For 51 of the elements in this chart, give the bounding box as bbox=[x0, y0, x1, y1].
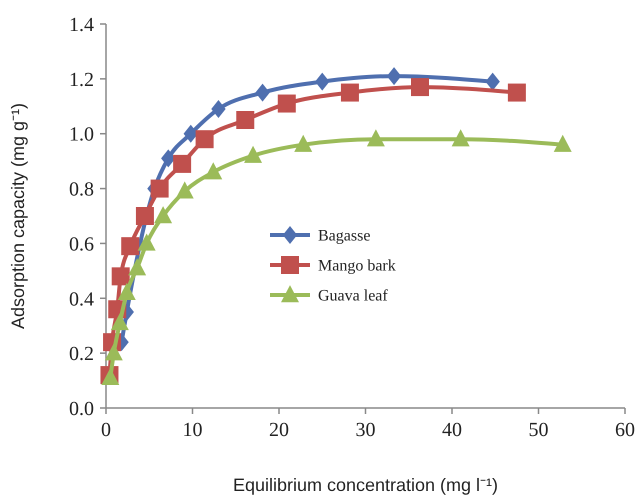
x-tick-label: 10 bbox=[182, 419, 202, 441]
y-axis-title: Adsorption capacity (mg g⁻¹) bbox=[8, 102, 28, 330]
y-tick-label: 0.2 bbox=[69, 343, 94, 366]
point bbox=[452, 129, 470, 146]
point bbox=[118, 282, 136, 300]
point bbox=[173, 154, 192, 173]
x-tick-label: 20 bbox=[269, 419, 289, 441]
y-tick-label: 0.6 bbox=[69, 233, 94, 256]
point bbox=[121, 237, 140, 256]
point bbox=[136, 207, 154, 225]
x-tick-label: 60 bbox=[615, 419, 635, 441]
point bbox=[184, 124, 198, 143]
point bbox=[138, 234, 156, 251]
x-tick-label: 0 bbox=[101, 419, 111, 441]
x-tick-label: 50 bbox=[528, 419, 548, 441]
y-tick-label: 0.4 bbox=[69, 288, 94, 310]
point bbox=[244, 146, 262, 163]
point bbox=[104, 343, 123, 360]
y-tick-label: 1.4 bbox=[69, 14, 94, 36]
point bbox=[554, 134, 572, 152]
point bbox=[154, 206, 172, 224]
point bbox=[204, 162, 222, 180]
point bbox=[176, 181, 194, 199]
legend-label: Bagasse bbox=[318, 228, 370, 245]
point bbox=[112, 267, 130, 286]
point bbox=[508, 84, 526, 102]
x-tick-label: 40 bbox=[442, 419, 462, 441]
x-tick-label: 30 bbox=[356, 419, 376, 441]
point bbox=[278, 94, 296, 113]
point bbox=[150, 180, 169, 198]
point bbox=[410, 78, 429, 96]
y-tick-label: 0.8 bbox=[69, 178, 94, 201]
point bbox=[366, 129, 385, 146]
y-tick-label: 1.0 bbox=[69, 124, 94, 146]
point bbox=[211, 100, 226, 118]
point bbox=[386, 67, 402, 86]
legend-label: Mango bark bbox=[318, 258, 396, 275]
y-tick-label: 1.2 bbox=[69, 68, 94, 91]
legend-label: Guava leaf bbox=[318, 288, 388, 305]
point bbox=[128, 258, 146, 276]
x-axis-title: Equilibrium concentration (mg l⁻¹) bbox=[232, 475, 498, 495]
point bbox=[236, 111, 254, 129]
point bbox=[340, 84, 359, 102]
point bbox=[315, 72, 330, 91]
y-tick-label: 0.0 bbox=[69, 398, 94, 420]
point bbox=[110, 313, 129, 330]
point bbox=[485, 72, 500, 91]
point bbox=[294, 134, 312, 152]
point bbox=[161, 149, 176, 168]
point bbox=[196, 130, 214, 148]
point bbox=[255, 84, 270, 102]
